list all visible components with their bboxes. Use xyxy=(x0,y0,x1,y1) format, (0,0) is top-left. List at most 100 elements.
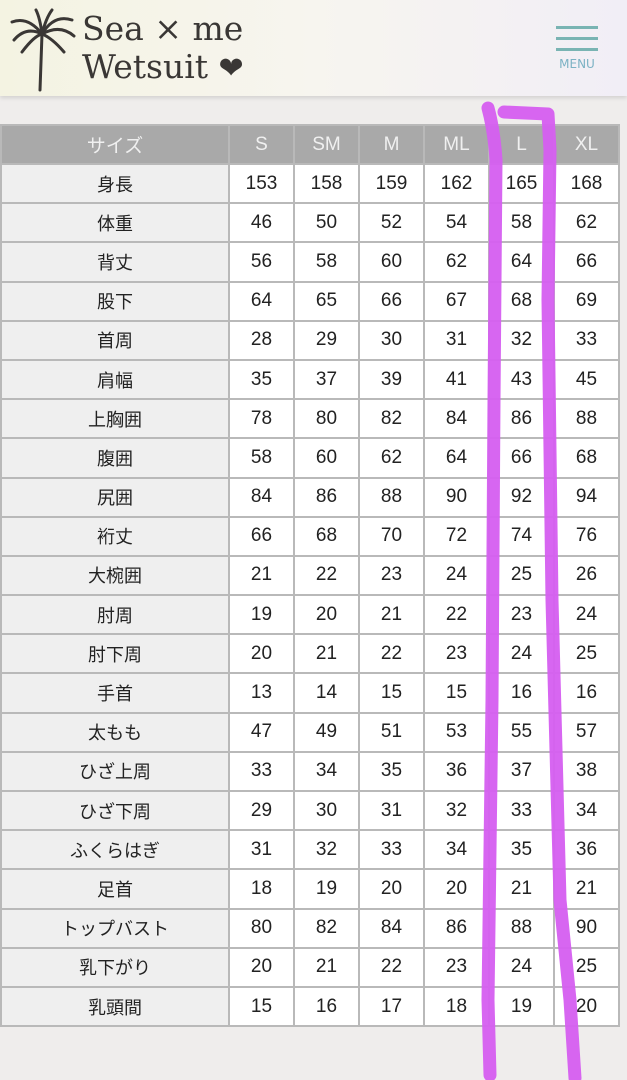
cell-l: 74 xyxy=(488,515,555,557)
cell-xl: 16 xyxy=(553,672,620,714)
cell-sm: 49 xyxy=(293,711,360,753)
row-label: 首周 xyxy=(0,319,230,361)
table-row: 肘周 19 20 21 22 23 24 xyxy=(0,594,620,636)
cell-ml: 72 xyxy=(423,515,490,557)
cell-s: 153 xyxy=(228,162,295,205)
logo-line-2: Wetsuit xyxy=(82,47,209,86)
row-label: 裄丈 xyxy=(0,515,230,557)
cell-s: 80 xyxy=(228,907,295,949)
cell-ml: 64 xyxy=(423,437,490,479)
cell-ml: 15 xyxy=(423,672,490,714)
table-row: 肘下周 20 21 22 23 24 25 xyxy=(0,633,620,675)
hamburger-icon xyxy=(556,26,598,29)
table-row: 裄丈 66 68 70 72 74 76 xyxy=(0,515,620,557)
cell-ml: 54 xyxy=(423,202,490,244)
cell-m: 66 xyxy=(358,280,425,322)
cell-l: 86 xyxy=(488,398,555,440)
cell-ml: 36 xyxy=(423,750,490,793)
cell-xl: 69 xyxy=(553,280,620,322)
cell-m: 39 xyxy=(358,358,425,401)
cell-sm: 30 xyxy=(293,789,360,832)
table-row: ひざ下周 29 30 31 32 33 34 xyxy=(0,789,620,832)
cell-m: 22 xyxy=(358,946,425,988)
cell-sm: 21 xyxy=(293,946,360,988)
row-label: 身長 xyxy=(0,162,230,205)
heart-icon: ❤ xyxy=(218,51,244,86)
cell-xl: 62 xyxy=(553,202,620,244)
cell-m: 62 xyxy=(358,437,425,479)
site-header: Sea × me Wetsuit ❤ MENU xyxy=(0,0,627,96)
cell-ml: 84 xyxy=(423,398,490,440)
site-logo[interactable]: Sea × me Wetsuit ❤ xyxy=(82,10,244,88)
cell-xl: 26 xyxy=(553,554,620,597)
cell-sm: 50 xyxy=(293,202,360,244)
cell-sm: 34 xyxy=(293,750,360,793)
cell-m: 159 xyxy=(358,162,425,205)
cell-sm: 37 xyxy=(293,358,360,401)
row-label: 背丈 xyxy=(0,241,230,283)
cell-sm: 20 xyxy=(293,594,360,636)
table-row: 手首 13 14 15 15 16 16 xyxy=(0,672,620,714)
cell-s: 35 xyxy=(228,358,295,401)
cell-sm: 14 xyxy=(293,672,360,714)
size-chart-table: サイズ S SM M ML L XL 身長 153 158 159 162 165 168 体重 46 50 5… xyxy=(0,124,620,1028)
cell-m: 15 xyxy=(358,672,425,714)
cell-xl: 88 xyxy=(553,398,620,440)
table-row: 太もも 47 49 51 53 55 57 xyxy=(0,711,620,753)
cell-l: 16 xyxy=(488,672,555,714)
row-label: ひざ上周 xyxy=(0,750,230,793)
cell-s: 58 xyxy=(228,437,295,479)
cell-m: 33 xyxy=(358,829,425,871)
row-label: 乳頭間 xyxy=(0,985,230,1028)
cell-l: 21 xyxy=(488,868,555,910)
cell-s: 66 xyxy=(228,515,295,557)
cell-xl: 68 xyxy=(553,437,620,479)
table-header-row: サイズ S SM M ML L XL xyxy=(0,124,620,165)
menu-label: MENU xyxy=(559,57,595,71)
cell-s: 56 xyxy=(228,241,295,283)
menu-button[interactable]: MENU xyxy=(552,26,602,82)
palm-tree-logo-icon xyxy=(10,8,76,92)
row-label: ひざ下周 xyxy=(0,789,230,832)
cell-sm: 19 xyxy=(293,868,360,910)
row-label: 体重 xyxy=(0,202,230,244)
cell-sm: 29 xyxy=(293,319,360,361)
row-label: 肘下周 xyxy=(0,633,230,675)
cell-l: 25 xyxy=(488,554,555,597)
cell-s: 33 xyxy=(228,750,295,793)
table-row: 大椀囲 21 22 23 24 25 26 xyxy=(0,554,620,597)
cell-s: 20 xyxy=(228,633,295,675)
cell-l: 43 xyxy=(488,358,555,401)
row-label: 上胸囲 xyxy=(0,398,230,440)
header-size-s: S xyxy=(228,124,295,165)
cell-sm: 80 xyxy=(293,398,360,440)
table-row: 股下 64 65 66 67 68 69 xyxy=(0,280,620,322)
cell-m: 82 xyxy=(358,398,425,440)
cell-ml: 34 xyxy=(423,829,490,871)
cell-sm: 32 xyxy=(293,829,360,871)
row-label: 太もも xyxy=(0,711,230,753)
cell-m: 23 xyxy=(358,554,425,597)
cell-m: 21 xyxy=(358,594,425,636)
cell-l: 64 xyxy=(488,241,555,283)
table-row: 身長 153 158 159 162 165 168 xyxy=(0,162,620,205)
header-size-l: L xyxy=(488,124,555,165)
cell-s: 29 xyxy=(228,789,295,832)
cell-ml: 62 xyxy=(423,241,490,283)
table-row: ひざ上周 33 34 35 36 37 38 xyxy=(0,750,620,793)
cell-m: 84 xyxy=(358,907,425,949)
cell-xl: 25 xyxy=(553,946,620,988)
table-row: 尻囲 84 86 88 90 92 94 xyxy=(0,476,620,518)
cell-sm: 68 xyxy=(293,515,360,557)
cell-m: 52 xyxy=(358,202,425,244)
table-row: トップバスト 80 82 84 86 88 90 xyxy=(0,907,620,949)
cell-l: 92 xyxy=(488,476,555,518)
header-size-m: M xyxy=(358,124,425,165)
cell-s: 20 xyxy=(228,946,295,988)
cell-xl: 66 xyxy=(553,241,620,283)
cell-sm: 16 xyxy=(293,985,360,1028)
cell-m: 22 xyxy=(358,633,425,675)
table-row: 肩幅 35 37 39 41 43 45 xyxy=(0,358,620,401)
cell-sm: 86 xyxy=(293,476,360,518)
row-label: 腹囲 xyxy=(0,437,230,479)
